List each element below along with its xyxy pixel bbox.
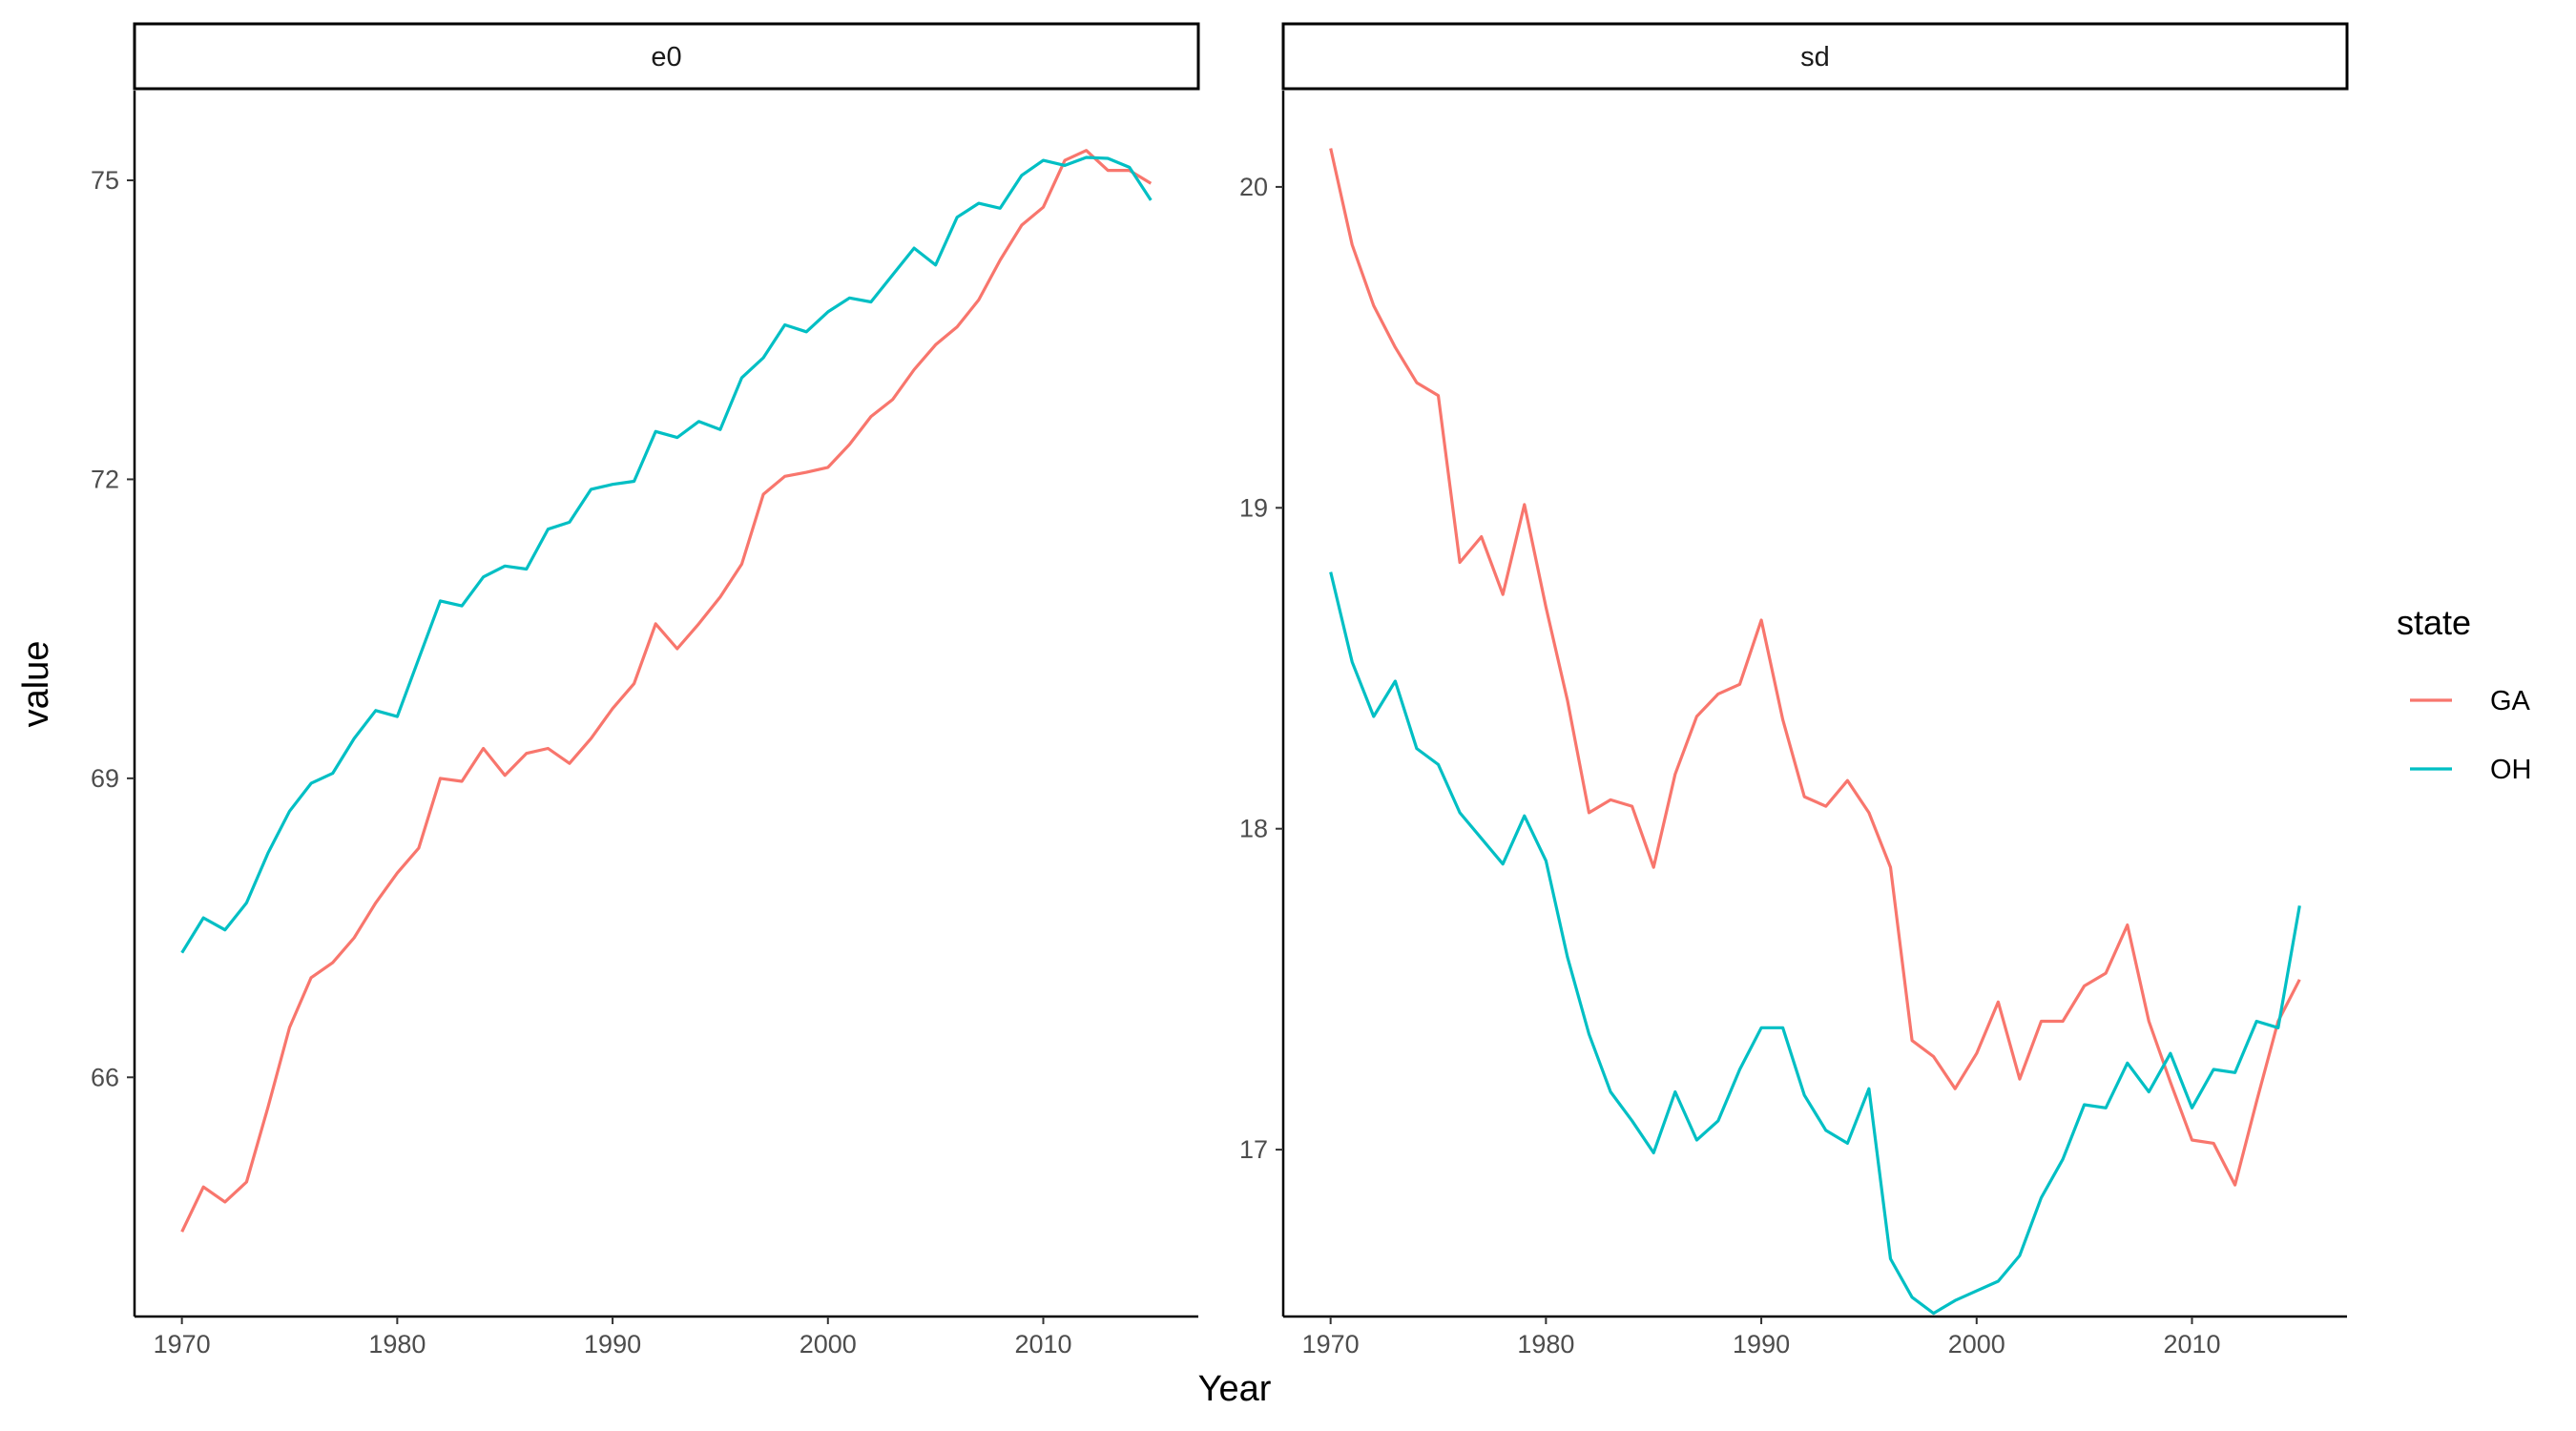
- x-tick-label: 1970: [1302, 1330, 1360, 1358]
- strip-box: [133, 22, 1200, 91]
- y-tick-label: 18: [1239, 815, 1268, 843]
- series-line-e0-oh: [180, 156, 1153, 954]
- legend-label-ga: GA: [2490, 686, 2531, 716]
- series-line-e0-ga: [180, 149, 1153, 1233]
- y-tick-label: 19: [1239, 493, 1268, 522]
- y-axis-title: value: [16, 641, 56, 728]
- y-tick-label: 69: [91, 764, 119, 793]
- x-tick-label: 2010: [2163, 1330, 2220, 1358]
- x-tick-label: 1970: [154, 1330, 211, 1358]
- strip-label-sd: sd: [1800, 42, 1830, 73]
- x-tick-label: 2010: [1014, 1330, 1071, 1358]
- y-tick-label: 17: [1239, 1135, 1268, 1164]
- y-tick-label: 75: [91, 166, 119, 195]
- legend: state GA OH: [2397, 603, 2532, 785]
- facet-panel-e0: e0 66 69 72 75 1970 1980 1990 2000 2010: [91, 22, 1200, 1358]
- strip-label-e0: e0: [651, 42, 681, 73]
- facet-panel-sd: sd 17 18 19 20 1970 1980 1990 2000 2010: [1239, 22, 2349, 1358]
- strip-box: [1281, 22, 2349, 91]
- x-tick-label: 1980: [368, 1330, 426, 1358]
- legend-title: state: [2397, 603, 2471, 642]
- series-line-sd-ga: [1329, 148, 2301, 1187]
- y-tick-label: 66: [91, 1063, 119, 1091]
- x-tick-label: 2000: [1948, 1330, 2005, 1358]
- x-tick-label: 1980: [1517, 1330, 1574, 1358]
- y-tick-label: 72: [91, 465, 119, 493]
- y-tick-label: 20: [1239, 173, 1268, 201]
- x-axis-title: Year: [1198, 1369, 1272, 1409]
- legend-label-oh: OH: [2490, 755, 2532, 785]
- series-line-sd-oh: [1329, 571, 2301, 1316]
- x-tick-label: 1990: [584, 1330, 641, 1358]
- x-tick-label: 2000: [800, 1330, 857, 1358]
- x-tick-label: 1990: [1733, 1330, 1790, 1358]
